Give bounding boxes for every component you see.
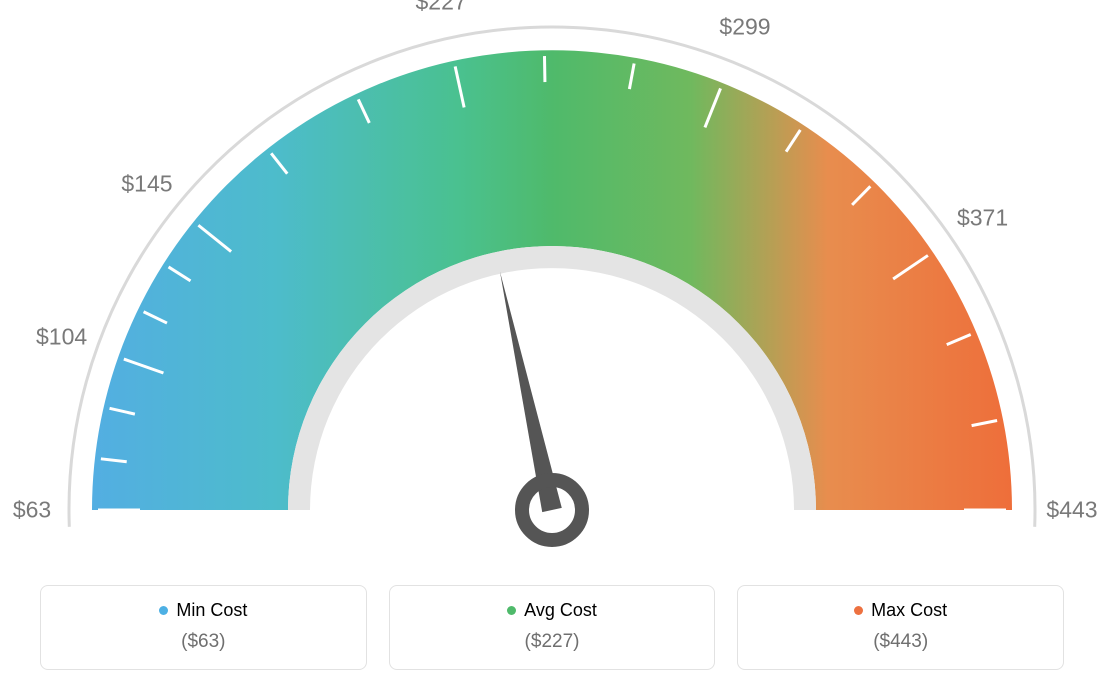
legend-card-avg: Avg Cost ($227) bbox=[389, 585, 716, 670]
legend-value-avg: ($227) bbox=[400, 631, 705, 653]
legend-card-min: Min Cost ($63) bbox=[40, 585, 367, 670]
legend-label: Min Cost bbox=[176, 600, 247, 621]
cost-gauge-widget: $63 $104 $145 $227 $299 $371 $443 Min Cost ($6… bbox=[0, 0, 1104, 690]
dot-icon bbox=[159, 606, 168, 615]
legend-row: Min Cost ($63) Avg Cost ($227) Max Cost … bbox=[40, 585, 1064, 670]
legend-label: Max Cost bbox=[871, 600, 947, 621]
legend-value-min: ($63) bbox=[51, 631, 356, 653]
gauge-tick-label: $145 bbox=[121, 170, 172, 197]
gauge-tick-label: $104 bbox=[36, 324, 87, 351]
legend-title-avg: Avg Cost bbox=[507, 600, 597, 621]
gauge-tick-label: $443 bbox=[1046, 497, 1097, 524]
gauge-tick-label: $227 bbox=[415, 0, 466, 15]
legend-title-min: Min Cost bbox=[159, 600, 247, 621]
legend-value-max: ($443) bbox=[748, 631, 1053, 653]
legend-title-max: Max Cost bbox=[854, 600, 947, 621]
dot-icon bbox=[854, 606, 863, 615]
dot-icon bbox=[507, 606, 516, 615]
gauge-tick-label: $299 bbox=[719, 14, 770, 41]
gauge-tick-label: $63 bbox=[13, 497, 51, 524]
legend-card-max: Max Cost ($443) bbox=[737, 585, 1064, 670]
gauge-chart: $63 $104 $145 $227 $299 $371 $443 bbox=[0, 0, 1104, 560]
legend-label: Avg Cost bbox=[524, 600, 597, 621]
gauge-tick-label: $371 bbox=[957, 205, 1008, 232]
